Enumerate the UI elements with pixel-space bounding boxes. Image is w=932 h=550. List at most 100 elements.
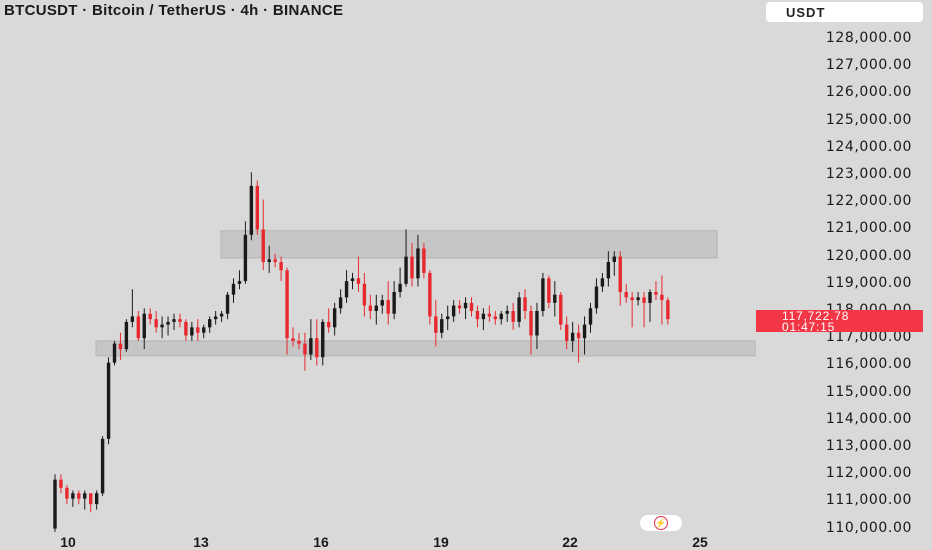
candle-body bbox=[666, 300, 670, 320]
candle-body bbox=[172, 319, 176, 322]
candle-body bbox=[154, 319, 158, 328]
candle bbox=[148, 308, 152, 325]
candle-body bbox=[606, 262, 611, 279]
time-axis[interactable]: 10 13 16 19 22 25 bbox=[0, 532, 756, 550]
candle bbox=[267, 245, 271, 273]
price-axis[interactable]: 128,000.00 127,000.00 126,000.00 125,000.00… bbox=[756, 0, 932, 550]
candle bbox=[344, 270, 349, 303]
candle-body bbox=[535, 311, 539, 336]
candle-body bbox=[338, 297, 343, 309]
candle bbox=[499, 311, 503, 325]
candle-body bbox=[112, 343, 117, 363]
candle-body bbox=[505, 311, 509, 314]
candle-body bbox=[142, 313, 146, 339]
candle-body bbox=[446, 316, 450, 320]
candle-body bbox=[422, 248, 426, 273]
candle-body bbox=[588, 308, 593, 325]
candle bbox=[279, 256, 283, 282]
candle-body bbox=[100, 438, 105, 494]
candle-body bbox=[261, 229, 265, 263]
candle bbox=[475, 305, 480, 328]
candle-body bbox=[53, 479, 57, 529]
candle bbox=[261, 199, 265, 271]
candle bbox=[303, 332, 307, 371]
zones-layer bbox=[95, 230, 756, 357]
candle bbox=[630, 291, 634, 328]
price-axis-label: 111,000.00 bbox=[825, 492, 912, 509]
candle-body bbox=[65, 487, 69, 499]
candle bbox=[71, 490, 75, 507]
candle-body bbox=[618, 256, 622, 292]
candle bbox=[612, 251, 616, 276]
candle bbox=[297, 332, 301, 350]
candle-body bbox=[594, 286, 599, 309]
candle bbox=[493, 311, 497, 325]
candle-body bbox=[428, 272, 432, 317]
candle-body bbox=[553, 294, 557, 303]
candle bbox=[541, 272, 545, 317]
candle-body bbox=[392, 291, 396, 314]
candle-body bbox=[630, 297, 634, 301]
lightning-badge[interactable]: ⚡ bbox=[640, 515, 682, 531]
candle bbox=[190, 321, 194, 341]
zone-rect[interactable] bbox=[95, 340, 756, 357]
candle bbox=[89, 493, 93, 513]
candle-body bbox=[89, 493, 93, 505]
candle-body bbox=[130, 316, 135, 322]
price-axis-label: 128,000.00 bbox=[825, 30, 912, 46]
candle-body bbox=[368, 305, 373, 311]
bar-countdown: 01:47:15 bbox=[782, 320, 836, 334]
candle bbox=[553, 281, 557, 317]
candle-body bbox=[410, 256, 414, 279]
candle-body bbox=[255, 185, 259, 230]
candle-body bbox=[517, 297, 521, 322]
candle-body bbox=[612, 256, 616, 263]
zone-rect[interactable] bbox=[220, 230, 718, 259]
chart-title[interactable]: BTCUSDT · Bitcoin / TetherUS · 4h · BINA… bbox=[4, 2, 344, 19]
price-axis-label: 125,000.00 bbox=[825, 111, 912, 128]
last-price-badge: 117,722.78 01:47:15 bbox=[756, 310, 923, 334]
candle bbox=[457, 300, 462, 314]
candle-body bbox=[344, 281, 349, 298]
candle-body bbox=[487, 313, 492, 317]
candle bbox=[392, 281, 396, 320]
candle-body bbox=[237, 281, 242, 284]
candle bbox=[666, 297, 670, 325]
candle-body bbox=[303, 343, 307, 355]
candle-body bbox=[541, 278, 545, 311]
candle-body bbox=[386, 300, 390, 314]
candle bbox=[106, 357, 111, 445]
candle-body bbox=[642, 297, 646, 303]
candle-body bbox=[570, 332, 575, 341]
candle-body bbox=[469, 302, 474, 311]
candle bbox=[582, 316, 587, 355]
price-axis-label: 126,000.00 bbox=[825, 84, 912, 101]
candlestick-plot[interactable] bbox=[0, 0, 756, 532]
candle-body bbox=[279, 262, 283, 271]
candle-body bbox=[219, 313, 224, 317]
candle bbox=[404, 229, 408, 287]
candle bbox=[291, 327, 295, 347]
candle bbox=[231, 278, 236, 303]
candle-body bbox=[648, 291, 652, 303]
candle-body bbox=[291, 338, 295, 341]
candle bbox=[327, 308, 331, 333]
candle-body bbox=[463, 302, 468, 309]
candle-body bbox=[582, 324, 587, 339]
candle bbox=[124, 319, 129, 352]
candle bbox=[570, 321, 575, 352]
candle bbox=[362, 272, 367, 317]
candle-body bbox=[332, 308, 337, 328]
candle-body bbox=[59, 479, 63, 488]
candle bbox=[606, 251, 611, 287]
currency-selector[interactable]: USDT bbox=[766, 2, 923, 22]
candle bbox=[636, 291, 640, 306]
candle-body bbox=[166, 321, 170, 325]
candle-body bbox=[83, 493, 87, 499]
candle bbox=[380, 294, 384, 314]
price-axis-label: 114,000.00 bbox=[825, 410, 912, 427]
candle bbox=[273, 253, 277, 268]
price-axis-label: 112,000.00 bbox=[825, 465, 912, 482]
candle-body bbox=[523, 297, 527, 311]
candle bbox=[469, 297, 474, 317]
